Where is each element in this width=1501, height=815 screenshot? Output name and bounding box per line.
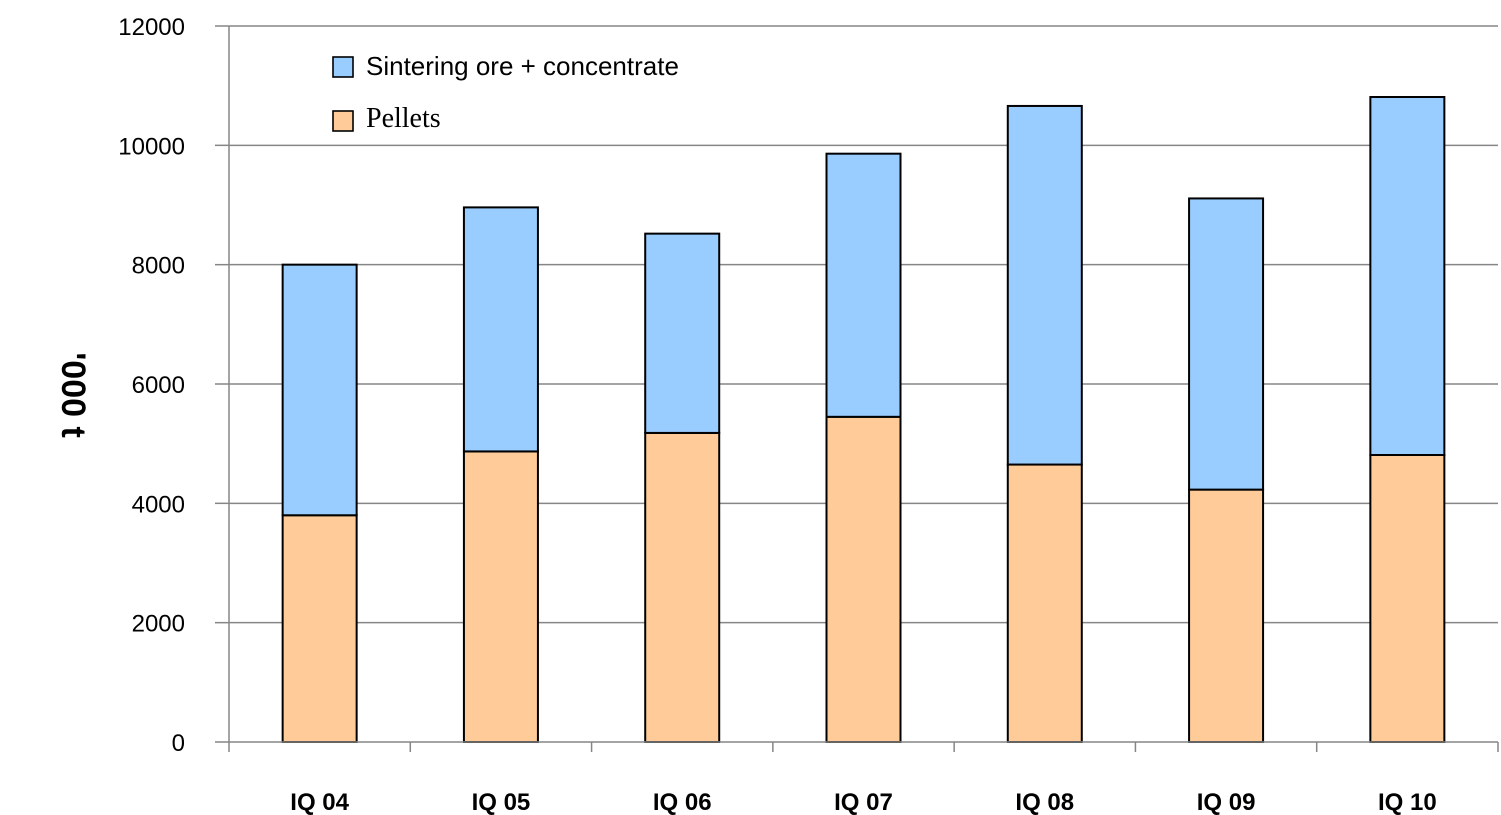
x-category-label: IQ 05 [472,789,531,815]
axes [215,25,1499,752]
bar-pellets-iq-04 [281,514,358,743]
y-axis-title: '000 t [54,352,92,438]
x-category-label: IQ 08 [1015,789,1074,815]
y-tick-label: 8000 [132,253,185,280]
legend-label-pellets: Pellets [366,103,441,134]
bar-sintering-iq-04 [281,263,358,517]
x-category-label: IQ 06 [653,789,712,815]
bar-sintering-iq-08 [1006,104,1083,466]
y-tick-label: 4000 [132,491,185,518]
legend-swatch-sintering [332,56,354,78]
x-tick-labels: IQ 04 IQ 05 IQ 06 IQ 07 IQ 08 IQ 09 IQ 10 [290,789,1436,815]
y-tick-label: 12000 [118,14,185,41]
bar-sintering-iq-07 [825,152,902,418]
bar-sintering-iq-09 [1188,197,1265,491]
bar-pellets-iq-05 [462,450,539,743]
y-tick-label: 0 [172,730,185,757]
legend-label-sintering: Sintering ore + concentrate [366,51,679,81]
bar-pellets-iq-09 [1188,488,1265,743]
bar-pellets-iq-06 [644,431,721,743]
y-tick-label: 6000 [132,372,185,399]
x-category-label: IQ 07 [834,789,893,815]
bar-pellets-iq-10 [1369,454,1446,743]
y-tick-labels: 0 2000 4000 6000 8000 10000 12000 [118,14,185,757]
x-category-label: IQ 09 [1197,789,1256,815]
bar-sintering-iq-05 [462,206,539,453]
x-category-label: IQ 04 [290,789,349,815]
bar-pellets-iq-07 [825,415,902,743]
legend-swatch-pellets [332,110,354,132]
bar-sintering-iq-06 [644,232,721,434]
bar-pellets-iq-08 [1006,463,1083,743]
y-tick-label: 2000 [132,611,185,638]
bars [281,96,1446,743]
y-tick-label: 10000 [118,133,185,160]
bar-sintering-iq-10 [1369,96,1446,457]
x-category-label: IQ 10 [1378,789,1437,815]
legend: Sintering ore + concentrate Pellets [332,51,679,134]
